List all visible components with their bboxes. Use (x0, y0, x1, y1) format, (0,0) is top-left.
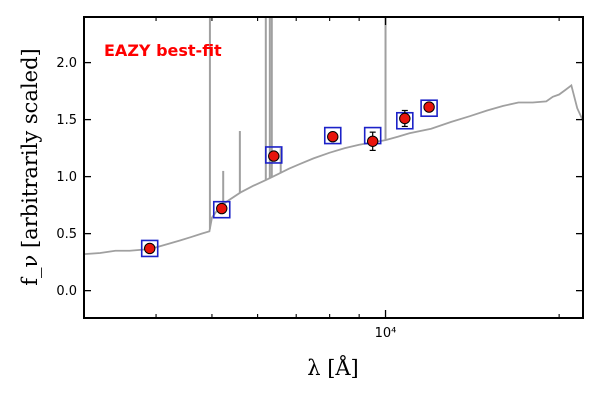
model-photometry-box (323, 126, 342, 145)
y-tick-label: 0.5 (56, 227, 77, 242)
model-photometry-box (420, 99, 438, 118)
model-photometry-box (212, 200, 231, 219)
observed-photometry-point (268, 150, 280, 162)
observed-photometry-point (366, 135, 379, 147)
plot-area (84, 17, 583, 258)
plot-frame (83, 16, 584, 319)
y-tick-label: 0.0 (56, 284, 77, 299)
y-tick-label: 1.5 (56, 113, 77, 128)
observed-photometry-point (216, 202, 228, 215)
observed-photometry-point (399, 112, 411, 125)
axis-ticks: 0.0 0.5 1.0 1.5 2.0 10⁴ (56, 17, 583, 341)
annotation-label: EAZY best-fit (104, 41, 222, 60)
model-photometry-box (264, 146, 283, 164)
y-tick-label: 2.0 (56, 56, 77, 71)
observed-photometry-point (144, 242, 156, 255)
observed-photometry-point (327, 131, 339, 143)
y-tick-label: 1.0 (56, 170, 77, 185)
y-axis-title: f_ν [arbitrarily scaled] (18, 48, 42, 285)
model-photometry-box (140, 239, 159, 258)
observed-photometry-point (423, 101, 435, 113)
template-spectrum-line (84, 83, 583, 256)
plot-content (84, 17, 583, 258)
x-tick-label: 10⁴ (375, 326, 397, 341)
x-axis-title: λ [Å] (307, 355, 359, 380)
